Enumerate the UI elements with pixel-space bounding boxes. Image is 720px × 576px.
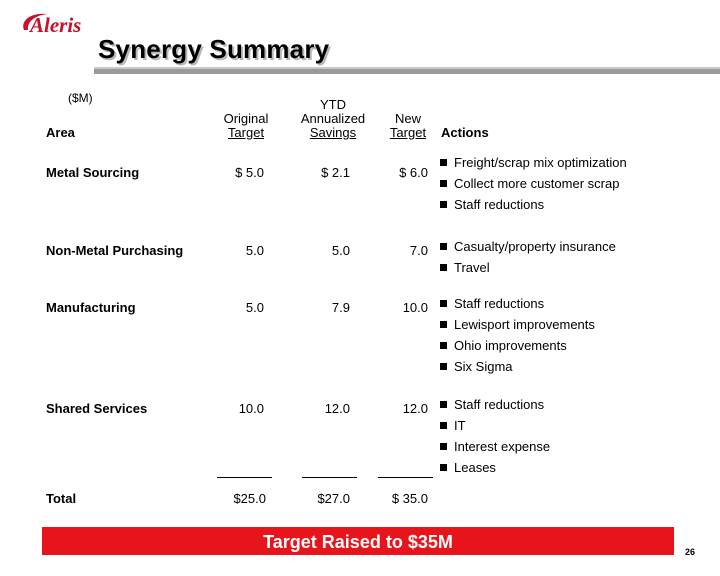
action-text: Leases xyxy=(454,460,496,475)
row-area-metal-sourcing: Metal Sourcing xyxy=(46,165,140,180)
action-text: Six Sigma xyxy=(454,359,513,374)
header-ytd-line3: Savings xyxy=(309,125,357,140)
row-area-total: Total xyxy=(46,491,77,506)
header-new-line1: New xyxy=(394,111,421,126)
action-text: Ohio improvements xyxy=(454,338,567,353)
action-item: Freight/scrap mix optimization xyxy=(440,152,627,173)
page-title: Synergy Summary xyxy=(98,34,330,64)
action-text: Travel xyxy=(454,260,490,275)
header-ytd-line2: Annualized xyxy=(300,111,366,126)
row-new-total: $ 35.0 xyxy=(391,491,428,506)
action-item: Ohio improvements xyxy=(440,335,595,356)
page-number: 26 xyxy=(685,547,696,557)
action-text: Interest expense xyxy=(454,439,551,454)
row-new-metal-sourcing: $ 6.0 xyxy=(399,165,428,180)
action-item: IT xyxy=(440,415,550,436)
row-ytd-shared-services: 12.0 xyxy=(324,401,350,416)
action-item: Staff reductions xyxy=(440,293,595,314)
header-ytd-line1: YTD xyxy=(320,97,346,112)
row-new-non-metal-purchasing: 7.0 xyxy=(409,243,428,258)
bullet-square-icon xyxy=(440,300,447,307)
bullet-square-icon xyxy=(440,264,447,271)
actions-list-shared-services: Staff reductions IT Interest expense Lea… xyxy=(440,394,550,478)
action-item: Lewisport improvements xyxy=(440,314,595,335)
bullet-square-icon xyxy=(440,443,447,450)
bullet-square-icon xyxy=(440,243,447,250)
total-rule-new xyxy=(378,477,433,478)
row-area-shared-services: Shared Services xyxy=(46,401,148,416)
target-banner: Target Raised to $35M xyxy=(42,527,674,555)
actions-list-non-metal-purchasing: Casualty/property insurance Travel xyxy=(440,236,616,278)
row-original-manufacturing: 5.0 xyxy=(245,300,264,315)
action-item: Staff reductions xyxy=(440,394,550,415)
svg-text:Aleris: Aleris xyxy=(28,13,81,37)
action-text: Casualty/property insurance xyxy=(454,239,616,254)
action-item: Casualty/property insurance xyxy=(440,236,616,257)
action-text: Staff reductions xyxy=(454,197,545,212)
action-text: Staff reductions xyxy=(454,296,545,311)
bullet-square-icon xyxy=(440,464,447,471)
header-original-line2: Target xyxy=(227,125,265,140)
row-ytd-manufacturing: 7.9 xyxy=(331,300,350,315)
row-original-non-metal-purchasing: 5.0 xyxy=(245,243,264,258)
bullet-square-icon xyxy=(440,180,447,187)
header-area: Area xyxy=(46,125,75,140)
row-new-shared-services: 12.0 xyxy=(402,401,428,416)
bullet-square-icon xyxy=(440,342,447,349)
row-ytd-metal-sourcing: $ 2.1 xyxy=(321,165,350,180)
header-new-target: New Target xyxy=(380,112,436,140)
header-ytd-savings: YTD Annualized Savings xyxy=(288,98,378,140)
units-label: ($M) xyxy=(68,91,93,105)
header-original-line1: Original xyxy=(223,111,269,126)
action-item: Staff reductions xyxy=(440,194,627,215)
action-item: Leases xyxy=(440,457,550,478)
action-item: Interest expense xyxy=(440,436,550,457)
row-original-shared-services: 10.0 xyxy=(238,401,264,416)
action-text: IT xyxy=(454,418,466,433)
header-actions: Actions xyxy=(441,125,489,140)
total-rule-ytd xyxy=(302,477,357,478)
action-text: Lewisport improvements xyxy=(454,317,595,332)
action-text: Staff reductions xyxy=(454,397,545,412)
title-rule xyxy=(94,69,720,74)
bullet-square-icon xyxy=(440,422,447,429)
row-original-total: $25.0 xyxy=(233,491,266,506)
action-item: Six Sigma xyxy=(440,356,595,377)
row-original-metal-sourcing: $ 5.0 xyxy=(235,165,264,180)
action-item: Travel xyxy=(440,257,616,278)
aleris-logo: Aleris xyxy=(18,8,128,40)
header-new-line2: Target xyxy=(389,125,427,140)
bullet-square-icon xyxy=(440,321,447,328)
action-text: Freight/scrap mix optimization xyxy=(454,155,627,170)
header-original-target: Original Target xyxy=(212,112,280,140)
actions-list-metal-sourcing: Freight/scrap mix optimization Collect m… xyxy=(440,152,627,215)
row-ytd-non-metal-purchasing: 5.0 xyxy=(331,243,350,258)
row-area-non-metal-purchasing: Non-Metal Purchasing xyxy=(46,243,184,258)
bullet-square-icon xyxy=(440,201,447,208)
bullet-square-icon xyxy=(440,159,447,166)
total-rule-original xyxy=(217,477,272,478)
title-rule-top xyxy=(94,67,720,69)
row-area-manufacturing: Manufacturing xyxy=(46,300,136,315)
actions-list-manufacturing: Staff reductions Lewisport improvements … xyxy=(440,293,595,377)
action-text: Collect more customer scrap xyxy=(454,176,620,191)
row-ytd-total: $27.0 xyxy=(317,491,350,506)
bullet-square-icon xyxy=(440,363,447,370)
row-new-manufacturing: 10.0 xyxy=(402,300,428,315)
action-item: Collect more customer scrap xyxy=(440,173,627,194)
bullet-square-icon xyxy=(440,401,447,408)
